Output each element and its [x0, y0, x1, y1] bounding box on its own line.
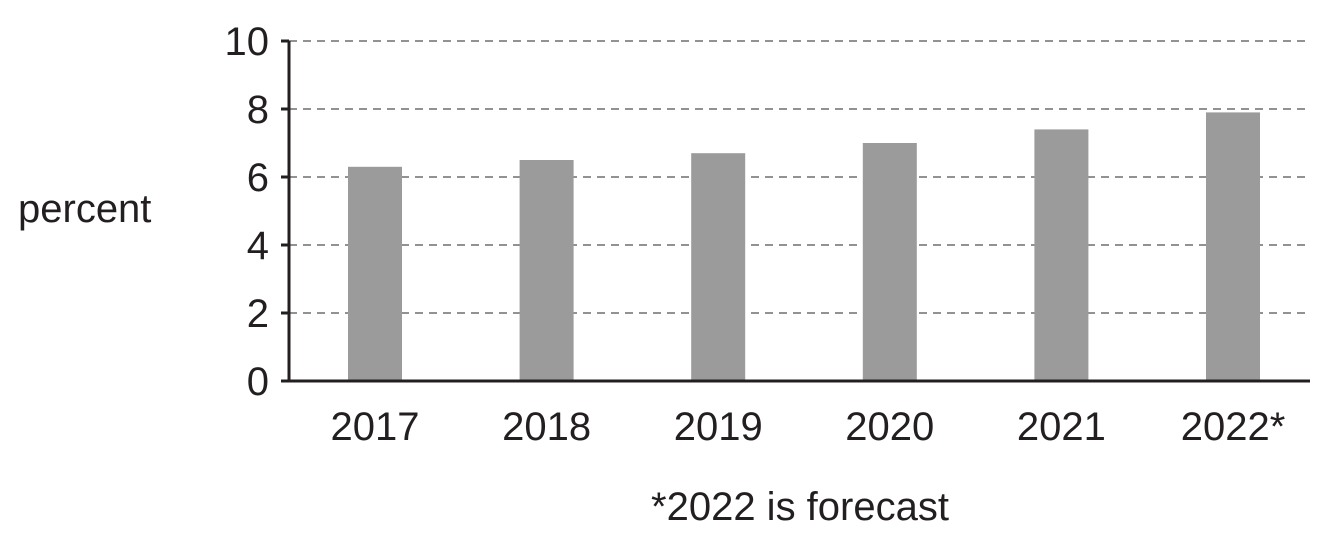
bars: [348, 112, 1260, 382]
y-tick-labels: 0 2 4 6 8 10: [225, 20, 270, 404]
x-tick-label: 2017: [331, 405, 420, 449]
y-tick-label: 0: [247, 360, 269, 404]
x-tick-label: 2018: [502, 405, 591, 449]
x-tick-label: 2021: [1017, 405, 1106, 449]
axes: [287, 41, 1310, 383]
y-tick-label: 2: [247, 292, 269, 336]
forecast-note: *2022 is forecast: [651, 485, 949, 529]
bar: [691, 153, 746, 381]
bar: [1206, 112, 1260, 382]
bar: [348, 166, 402, 381]
y-axis-title: percent: [18, 187, 151, 231]
y-tick-label: 6: [247, 156, 269, 200]
y-tick-label: 10: [225, 20, 270, 64]
bar: [1034, 129, 1089, 381]
x-tick-labels: 2017 2018 2019 2020 2021 2022*: [331, 405, 1286, 449]
y-tick-label: 4: [247, 224, 269, 268]
x-tick-label: 2022*: [1181, 405, 1286, 449]
y-tick-label: 8: [247, 88, 269, 132]
bar: [862, 143, 917, 381]
bar: [519, 160, 574, 381]
x-tick-label: 2020: [845, 405, 934, 449]
x-tick-label: 2019: [674, 405, 763, 449]
grid-lines: [281, 39, 1310, 383]
